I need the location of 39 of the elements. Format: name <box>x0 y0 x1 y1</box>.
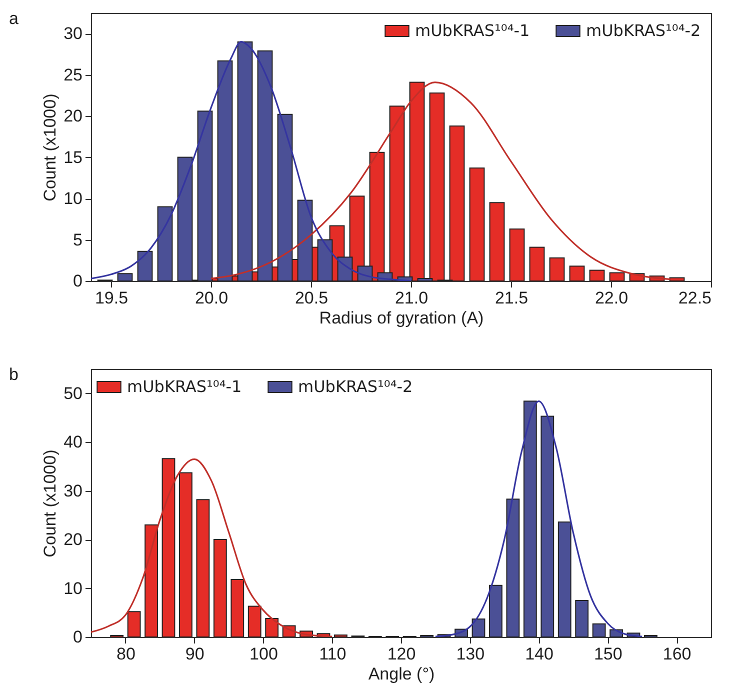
y-tick-label: 20 <box>64 530 82 550</box>
legend-label: mUbKRAS¹⁰⁴-2 <box>298 377 413 396</box>
x-tick-label: 20.5 <box>294 288 328 308</box>
x-tick-label: 110 <box>319 644 346 664</box>
y-tick-label: 10 <box>64 578 82 598</box>
y-tick-label: 25 <box>64 65 82 84</box>
y-tick-label: 30 <box>64 481 82 500</box>
y-tick-label: 40 <box>64 432 82 452</box>
x-tick-label: 90 <box>185 644 204 664</box>
x-tick-label: 160 <box>662 644 692 664</box>
y-tick-label: 0 <box>73 628 82 646</box>
y-tick-label: 20 <box>64 106 82 126</box>
legend-label: mUbKRAS¹⁰⁴-1 <box>127 377 242 396</box>
y-tick-label: 50 <box>64 384 82 403</box>
y-tick-label: 0 <box>73 272 82 290</box>
y-tick-label: 30 <box>64 24 82 44</box>
x-tick-label: 20.0 <box>194 288 228 308</box>
legend-label: mUbKRAS¹⁰⁴-1 <box>415 21 530 40</box>
y-tick-label: 5 <box>73 230 82 250</box>
x-tick-label: 130 <box>456 644 485 664</box>
y-axis-title: Count (x1000) <box>40 450 60 558</box>
x-tick-label: 21.0 <box>394 288 428 308</box>
y-tick-label: 10 <box>64 189 82 208</box>
text: a <box>9 9 19 28</box>
x-tick-label: 22.5 <box>678 288 712 308</box>
text: b <box>9 365 18 384</box>
legend-label: mUbKRAS¹⁰⁴-2 <box>586 21 701 40</box>
x-tick-label: 140 <box>525 644 554 664</box>
x-axis-title: Angle (°) <box>368 664 435 684</box>
x-tick-label: 19.5 <box>94 288 128 308</box>
x-axis-title: Radius of gyration (A) <box>319 308 484 328</box>
x-tick-label: 80 <box>116 644 136 664</box>
x-tick-label: 22.0 <box>594 288 628 308</box>
x-tick-label: 21.5 <box>494 288 528 308</box>
x-tick-label: 150 <box>594 644 622 664</box>
x-tick-label: 120 <box>387 644 416 664</box>
x-tick-label: 100 <box>250 644 278 664</box>
y-axis-title: Count (x1000) <box>40 94 60 202</box>
y-tick-label: 15 <box>64 148 82 167</box>
